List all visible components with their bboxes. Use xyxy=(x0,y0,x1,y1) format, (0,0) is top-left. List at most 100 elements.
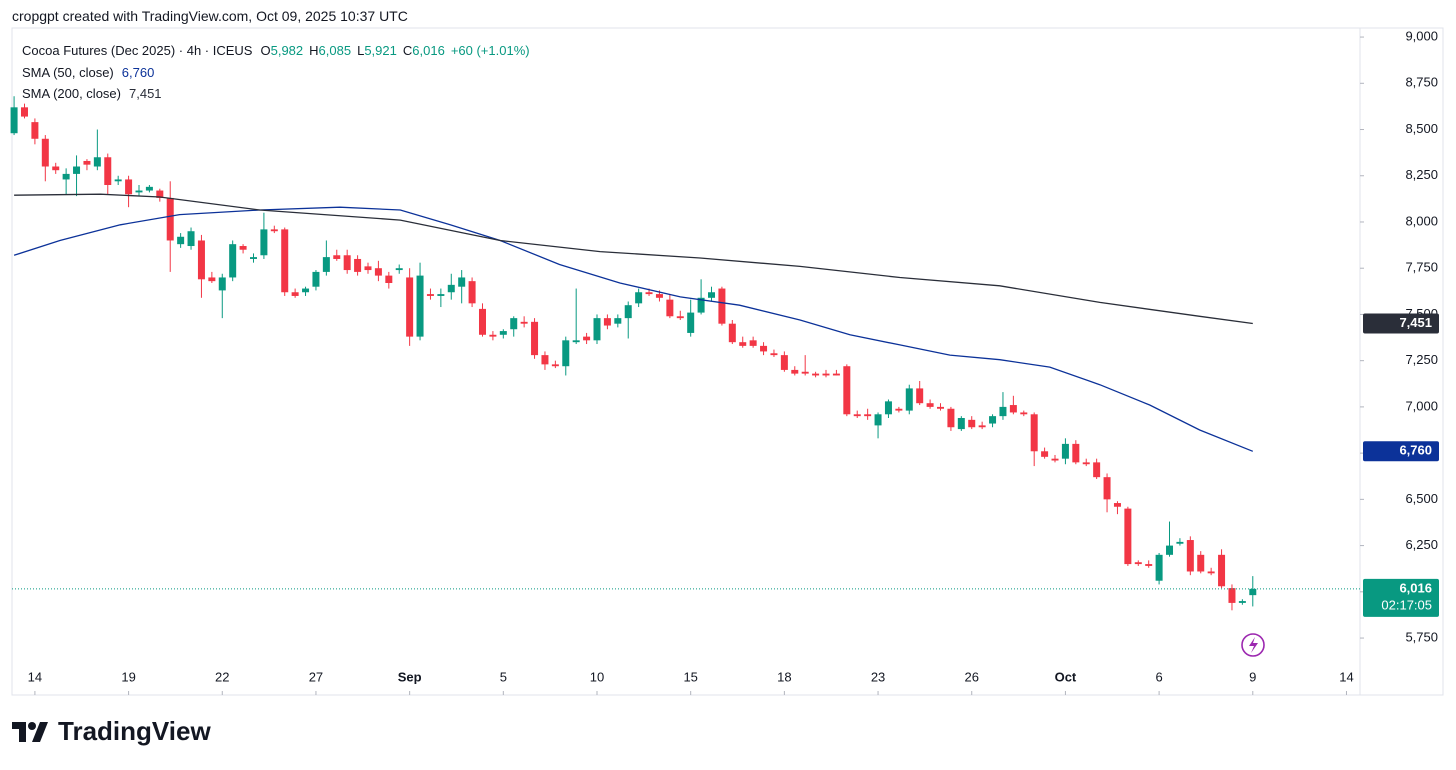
candle-body xyxy=(499,331,507,335)
candle-body xyxy=(843,366,851,415)
price-badge-text: 6,016 xyxy=(1399,580,1432,595)
x-tick-label: 14 xyxy=(1339,669,1353,684)
x-tick-label: Oct xyxy=(1055,669,1077,684)
candle-body xyxy=(62,173,70,180)
y-tick-label: 7,750 xyxy=(1405,260,1438,275)
legend-title: Cocoa Futures (Dec 2025) · 4h · ICEUS O5,… xyxy=(22,43,530,58)
candle-body xyxy=(551,364,559,367)
candle-body xyxy=(791,369,799,374)
candle-body xyxy=(187,231,195,247)
candle-body xyxy=(989,416,997,424)
legend-part: L xyxy=(357,43,364,58)
candle-body xyxy=(1093,462,1101,478)
candle-body xyxy=(957,417,965,430)
candle-body xyxy=(864,414,872,417)
event-icon[interactable] xyxy=(1241,633,1265,657)
x-tick-label: 19 xyxy=(121,669,135,684)
x-tick-label: 18 xyxy=(777,669,791,684)
logo: TradingView xyxy=(12,716,211,747)
countdown: 02:17:05 xyxy=(1381,597,1432,612)
candle-body xyxy=(1103,477,1111,500)
candle-body xyxy=(687,312,695,333)
candle-body xyxy=(1197,554,1205,572)
candle-body xyxy=(1072,443,1080,463)
candle-body xyxy=(1249,588,1257,596)
legend-series: SMA (200, close) 7,451 xyxy=(22,86,162,101)
candle-body xyxy=(104,157,112,185)
candle-body xyxy=(218,277,226,291)
legend-part: 6,016 xyxy=(412,43,445,58)
y-tick-label: 8,500 xyxy=(1405,121,1438,136)
candle-body xyxy=(478,308,486,335)
legend-part: 5,982 xyxy=(271,43,304,58)
candle-body xyxy=(41,138,49,167)
candle-body xyxy=(447,284,455,293)
candle-body xyxy=(624,305,632,319)
price-badge xyxy=(1363,578,1439,617)
candle-body xyxy=(145,186,153,191)
candle-body xyxy=(593,318,601,341)
candle-body xyxy=(333,255,341,259)
legend-part: 6,085 xyxy=(319,43,352,58)
candle-body xyxy=(968,419,976,428)
legend-series-value: 6,760 xyxy=(122,65,155,80)
legend-part: +60 (+1.01%) xyxy=(451,43,530,58)
y-tick-label: 8,000 xyxy=(1405,213,1438,228)
candle-body xyxy=(1051,458,1059,461)
logo-text: TradingView xyxy=(58,716,211,746)
candle-body xyxy=(541,355,549,365)
candle-body xyxy=(937,406,945,409)
candle-body xyxy=(426,294,434,296)
candle-body xyxy=(20,107,28,117)
candle-body xyxy=(1176,541,1184,544)
sma-badge-text: 7,451 xyxy=(1399,315,1432,330)
candle-body xyxy=(874,414,882,426)
x-tick-label: 5 xyxy=(500,669,507,684)
candle-body xyxy=(1124,508,1132,565)
candle-body xyxy=(1228,588,1236,603)
candle-body xyxy=(374,268,382,276)
candle-body xyxy=(93,157,101,167)
candle-body xyxy=(645,292,653,295)
x-tick-label: 9 xyxy=(1249,669,1256,684)
candle-body xyxy=(697,297,705,313)
candle-body xyxy=(1186,540,1194,572)
candle-body xyxy=(884,401,892,415)
y-tick-label: 7,250 xyxy=(1405,352,1438,367)
candle-body xyxy=(760,345,768,352)
candle-body xyxy=(83,160,91,165)
candle-body xyxy=(510,318,518,330)
candle-body xyxy=(249,257,257,259)
legend-part: O xyxy=(260,43,270,58)
candle-body xyxy=(583,336,591,341)
candle-body xyxy=(520,321,528,324)
y-tick-label: 8,250 xyxy=(1405,167,1438,182)
candle-body xyxy=(1207,571,1215,574)
candle-body xyxy=(926,403,934,407)
sma-badge xyxy=(1363,441,1439,462)
candle-body xyxy=(749,340,757,346)
legend-series-name: SMA (200, close) xyxy=(22,86,121,101)
x-tick-label: 27 xyxy=(309,669,323,684)
candle-body xyxy=(905,388,913,411)
x-tick-label: 26 xyxy=(965,669,979,684)
candle-body xyxy=(728,323,736,343)
candle-body xyxy=(978,425,986,428)
candle-body xyxy=(1134,562,1142,565)
candle-body xyxy=(302,288,310,293)
sma-line xyxy=(14,193,1253,325)
candle-body xyxy=(916,388,924,404)
candle-body xyxy=(853,414,861,417)
candle-body xyxy=(1020,412,1028,415)
sma-line xyxy=(13,206,1254,452)
candle-body xyxy=(322,257,330,272)
candle-body xyxy=(1030,414,1038,452)
candle-body xyxy=(385,275,393,284)
candle-body xyxy=(822,373,830,376)
candle-body xyxy=(531,321,539,356)
candle-body xyxy=(31,122,39,139)
candle-body xyxy=(832,373,840,376)
candle-body xyxy=(708,292,716,298)
logo-mark xyxy=(12,721,48,742)
y-tick-label: 6,500 xyxy=(1405,491,1438,506)
